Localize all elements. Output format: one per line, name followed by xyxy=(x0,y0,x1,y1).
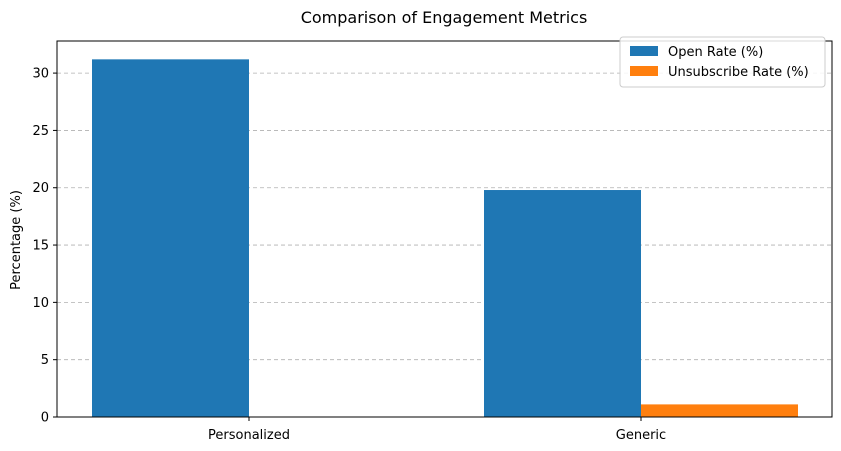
legend: Open Rate (%) Unsubscribe Rate (%) xyxy=(619,36,826,88)
y-axis-label: Percentage (%) xyxy=(9,190,24,290)
bars xyxy=(92,59,798,418)
legend-label: Unsubscribe Rate (%) xyxy=(668,65,809,80)
plot-frame xyxy=(56,40,833,418)
x-tick-label: Generic xyxy=(616,428,666,443)
y-tick-label: 5 xyxy=(41,353,49,368)
y-tick-label: 30 xyxy=(32,67,49,82)
y-tick-label: 25 xyxy=(32,124,49,139)
chart-title: Comparison of Engagement Metrics xyxy=(301,8,588,27)
legend-box xyxy=(619,36,826,88)
y-tick-label: 10 xyxy=(32,296,49,311)
legend-swatch xyxy=(630,46,658,56)
x-ticks: Personalized Generic xyxy=(208,417,666,443)
bar-unsubscribe-rate-generic xyxy=(641,404,798,417)
y-tick-label: 0 xyxy=(41,411,49,426)
x-tick-label: Personalized xyxy=(208,428,290,443)
y-ticks: 0 5 10 15 20 25 30 xyxy=(32,67,57,426)
legend-swatch xyxy=(630,66,658,76)
y-tick-label: 20 xyxy=(32,181,49,196)
bar-open-rate-generic xyxy=(484,190,641,417)
y-tick-label: 15 xyxy=(32,239,49,254)
bar-open-rate-personalized xyxy=(92,59,249,418)
legend-label: Open Rate (%) xyxy=(668,45,763,60)
